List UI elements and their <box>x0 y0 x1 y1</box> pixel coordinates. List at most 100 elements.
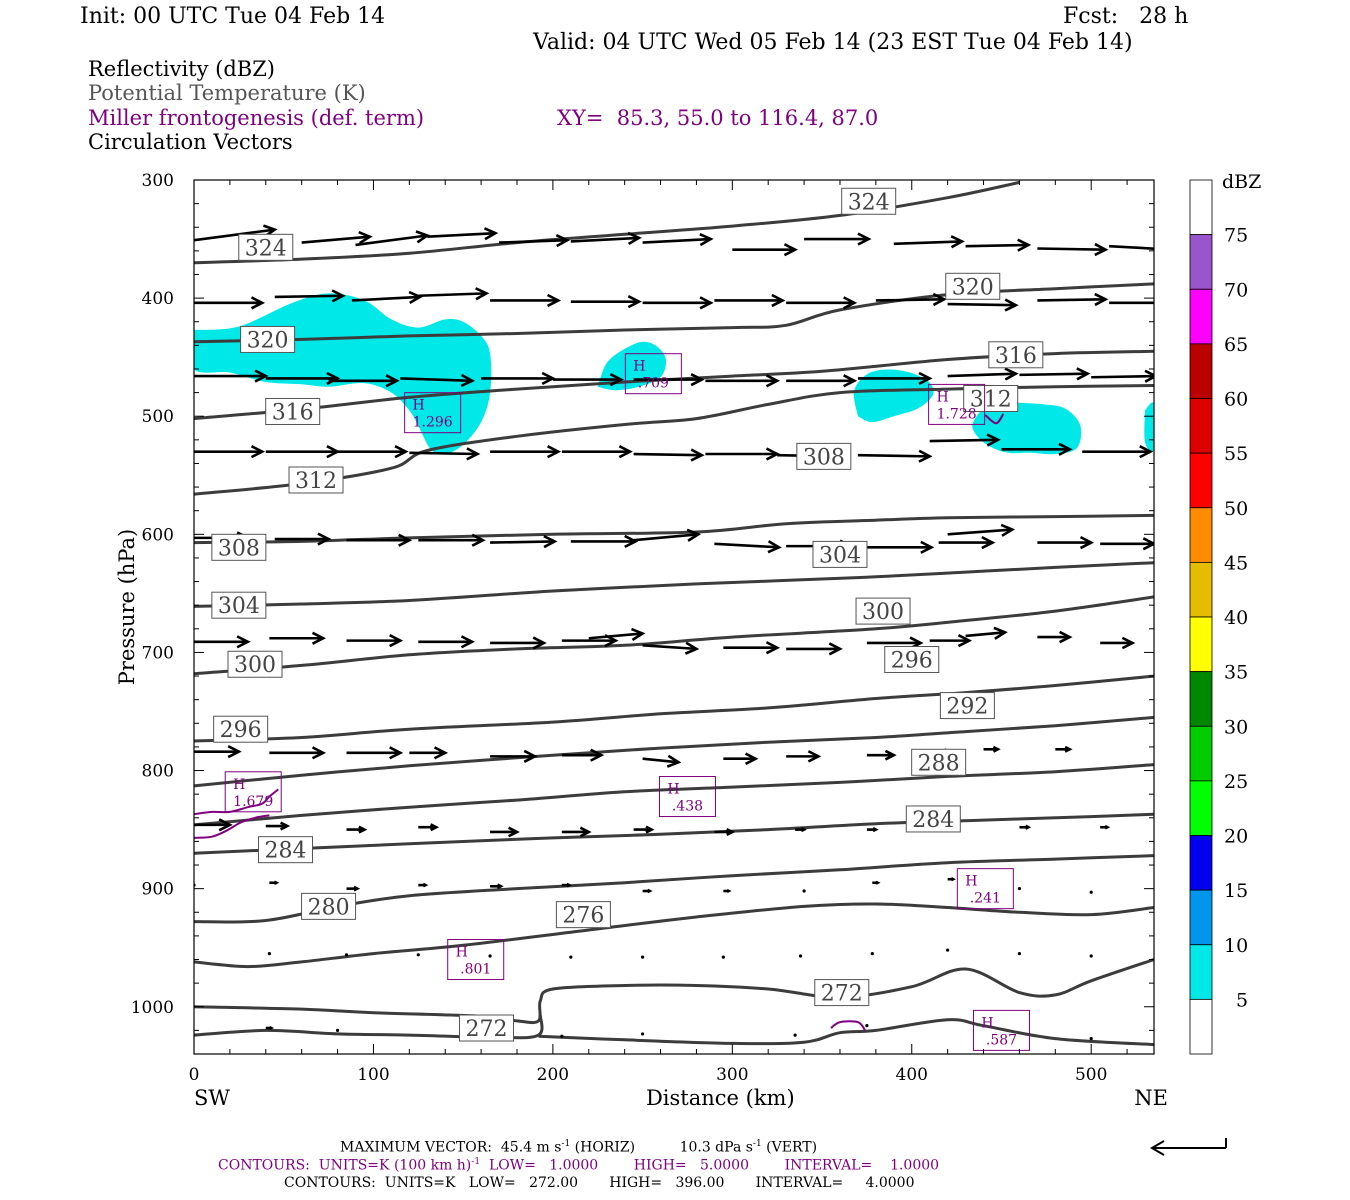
circulation-vector <box>337 445 409 459</box>
svg-text:300: 300 <box>234 653 276 678</box>
circulation-vector <box>804 232 872 246</box>
svg-text:H: H <box>413 398 425 414</box>
circulation-vector <box>481 371 556 386</box>
circulation-vector <box>418 287 490 301</box>
theta-label-292: 292 <box>939 692 995 720</box>
theta-label-316: 316 <box>988 341 1044 369</box>
circulation-vector <box>301 230 373 245</box>
circulation-vector <box>1037 630 1073 644</box>
circulation-vector <box>947 367 1019 381</box>
circulation-vector <box>633 372 705 387</box>
circulation-vector <box>194 445 266 459</box>
circulation-vector <box>335 1028 340 1032</box>
circulation-vector <box>642 888 653 894</box>
svg-text:300: 300 <box>862 600 904 625</box>
circulation-vector <box>947 877 956 882</box>
circulation-vector <box>265 821 291 831</box>
frontogenesis-max: H.438 <box>658 776 716 818</box>
theta-label-324: 324 <box>841 187 897 215</box>
circulation-vector <box>490 636 547 650</box>
theta-label-296: 296 <box>884 646 940 674</box>
theta-contour-292 <box>194 715 1154 788</box>
circulation-vector <box>1037 292 1109 307</box>
circulation-vector <box>194 296 266 310</box>
circulation-vector <box>793 1033 797 1037</box>
colorbar-segment <box>1189 835 1213 891</box>
frontogenesis-contour-0 <box>194 788 279 816</box>
svg-text:1.679: 1.679 <box>233 794 273 810</box>
circulation-vector <box>274 289 346 303</box>
svg-text:H: H <box>633 359 645 375</box>
circulation-vector <box>560 1034 564 1038</box>
circulation-vector <box>714 827 736 836</box>
circulation-vector <box>1037 535 1095 550</box>
frontogenesis-max: H1.679 <box>224 771 282 813</box>
svg-text:.241: .241 <box>970 891 1001 907</box>
circulation-vector <box>409 447 481 461</box>
circulation-vector <box>418 882 429 888</box>
circulation-vector <box>274 532 332 546</box>
svg-text:316: 316 <box>995 344 1037 369</box>
colorbar-segment <box>1189 507 1213 563</box>
circulation-vector <box>642 754 682 768</box>
svg-text:296: 296 <box>891 649 933 674</box>
circulation-vector <box>1100 537 1154 551</box>
theta-label-288: 288 <box>911 748 967 776</box>
circulation-vector <box>409 746 449 760</box>
frontogenesis-max: H1.296 <box>404 392 462 434</box>
theta-label-276: 276 <box>555 901 611 929</box>
circulation-vector <box>346 634 404 648</box>
colorbar-label: 50 <box>1224 498 1248 520</box>
theta-label-324: 324 <box>238 233 294 261</box>
y-tick-label: 600 <box>142 525 174 545</box>
colorbar-label: 10 <box>1224 935 1248 957</box>
circulation-vector <box>866 827 879 833</box>
colorbar-label: 5 <box>1236 989 1248 1011</box>
theta-contour-288 <box>194 763 1154 827</box>
frontogenesis-contour-3 <box>984 413 1005 425</box>
colorbar-segment <box>1189 452 1213 509</box>
y-tick-label: 400 <box>142 289 174 309</box>
cross-section-endpoints: XY= 85.3, 55.0 to 116.4, 87.0 <box>557 106 879 130</box>
circulation-vector <box>947 298 1019 312</box>
circulation-vector <box>490 883 504 890</box>
circulation-vector <box>965 238 1032 252</box>
circulation-vector <box>642 296 714 310</box>
theta-label-284: 284 <box>905 805 961 833</box>
svg-text:284: 284 <box>912 808 954 833</box>
colorbar-segment <box>1189 398 1213 454</box>
svg-text:272: 272 <box>465 1017 507 1042</box>
circulation-vector <box>983 745 1001 753</box>
circulation-vector <box>786 296 858 310</box>
circulation-vector <box>490 293 562 308</box>
svg-text:1.296: 1.296 <box>413 415 453 431</box>
circulation-vector <box>1017 952 1022 956</box>
circulation-vector <box>344 953 349 957</box>
frontogenesis-contour-2 <box>830 1020 866 1032</box>
svg-text:.801: .801 <box>460 962 491 978</box>
circulation-vector <box>1109 301 1154 305</box>
svg-text:320: 320 <box>952 275 994 300</box>
circulation-vector <box>640 1032 645 1036</box>
theta-contour-note: CONTOURS: UNITS=K LOW= 272.00 HIGH= 396.… <box>284 1175 915 1191</box>
colorbar-label: 25 <box>1224 771 1248 793</box>
colorbar-segment <box>1189 998 1213 1055</box>
circulation-vector <box>965 626 1008 640</box>
theta-label-312: 312 <box>963 385 1019 413</box>
theta-contour-272 <box>538 1018 1154 1047</box>
theta-label-320: 320 <box>945 272 1001 300</box>
circulation-vector <box>570 534 639 549</box>
circulation-vector <box>705 374 781 388</box>
colorbar-unit: dBZ <box>1222 171 1261 193</box>
colorbar-label: 65 <box>1224 334 1248 356</box>
circulation-vector <box>946 948 950 952</box>
circulation-vector <box>418 533 486 547</box>
colorbar-label: 60 <box>1224 389 1248 411</box>
colorbar-segment <box>1189 725 1213 782</box>
colorbar-segment <box>1189 944 1213 1000</box>
svg-text:288: 288 <box>918 751 960 776</box>
svg-text:284: 284 <box>265 839 307 864</box>
colorbar-label: 55 <box>1224 443 1248 465</box>
colorbar-label: 30 <box>1224 716 1248 738</box>
